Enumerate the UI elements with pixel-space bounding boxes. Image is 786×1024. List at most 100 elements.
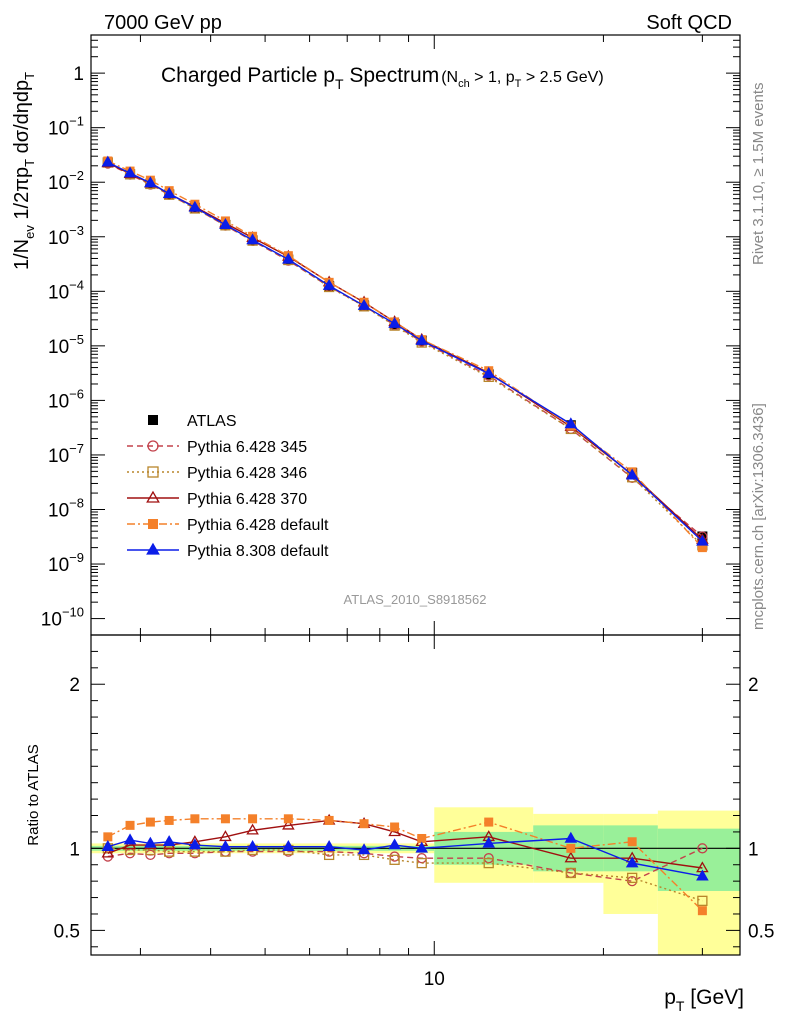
- y-tick-label: 10−4: [48, 277, 84, 303]
- main-axis-ticks: 1 10−1 10−2 10−3 10−4 10−5 10−6 10−7 10−8 10−9 10−…: [41, 35, 740, 635]
- data-point: [697, 906, 707, 916]
- data-point: [416, 857, 427, 869]
- data-point: [566, 843, 576, 853]
- y-tick-label-right: 1: [748, 839, 759, 860]
- legend-entry: Pythia 6.428 370: [127, 490, 307, 508]
- legend-marker: [147, 440, 159, 452]
- legend-label: Pythia 6.428 370: [187, 491, 307, 508]
- y-tick-label: 0.5: [54, 921, 80, 942]
- analysis-id: ATLAS_2010_S8918562: [344, 592, 487, 607]
- data-point: [697, 543, 707, 553]
- data-point: [388, 316, 401, 328]
- data-point: [282, 839, 295, 851]
- data-point: [162, 187, 176, 198]
- data-point: [697, 895, 708, 906]
- data-point: [564, 831, 578, 843]
- series-line: [107, 847, 703, 902]
- data-point: [188, 200, 202, 212]
- data-point: [246, 823, 259, 835]
- legend-label: Pythia 6.428 345: [187, 439, 307, 456]
- legend-entry: ATLAS: [148, 413, 237, 430]
- data-point: [283, 814, 293, 824]
- data-point: [220, 814, 230, 824]
- main-series: [101, 155, 709, 553]
- series-pythia-6-428-370: [101, 156, 709, 544]
- data-point: [324, 815, 334, 825]
- x-axis-label: pT [GeV]: [664, 986, 744, 1014]
- legend-marker: [147, 466, 159, 478]
- legend-label: ATLAS: [187, 413, 237, 430]
- data-point: [188, 838, 202, 850]
- legend-label: Pythia 6.428 default: [187, 517, 329, 534]
- data-point: [144, 176, 157, 188]
- series-line: [107, 162, 703, 541]
- data-point: [219, 839, 232, 851]
- data-point: [484, 817, 494, 827]
- data-point: [565, 867, 576, 879]
- legend: ATLAS Pythia 6.428 345 Pythia 6.428 346 Pyt…: [127, 413, 329, 560]
- ratio-series-pythia-8-308-default: [101, 831, 709, 881]
- data-point: [482, 366, 496, 378]
- data-point: [322, 278, 336, 290]
- x-tick-label: 10: [424, 969, 445, 990]
- series-line: [107, 161, 703, 546]
- series-line: [107, 818, 703, 912]
- chart-title: Charged Particle pT Spectrum (Nch > 1, pT…: [161, 64, 604, 92]
- data-point: [282, 252, 295, 264]
- data-point: [144, 836, 157, 848]
- ratio-panel: 10 0.5 0.5 1 1 2 2 Ratio to ATLAS pT [GeV]: [25, 634, 774, 1014]
- y-tick-label: 1: [69, 839, 80, 860]
- data-point: [101, 846, 115, 858]
- data-point: [248, 814, 258, 824]
- data-point: [103, 832, 113, 842]
- rivet-label: Rivet 3.1.10, ≥ 1.5M events: [750, 83, 767, 266]
- legend-entry: Pythia 8.308 default: [127, 542, 329, 560]
- y-axis-label: 1/Nev 1/2πpT dσ/dηdpT: [11, 72, 37, 270]
- data-point: [125, 820, 135, 830]
- y-tick-label: 1: [73, 64, 84, 85]
- data-point: [390, 822, 400, 832]
- ratio-axis-ticks: 10 0.5 0.5 1 1 2 2: [54, 635, 774, 990]
- data-point: [625, 856, 639, 868]
- data-point: [417, 833, 427, 843]
- data-point: [696, 869, 709, 881]
- data-point: [101, 839, 115, 851]
- series-line: [107, 837, 703, 877]
- data-point: [164, 846, 175, 857]
- data-point: [388, 838, 401, 850]
- legend-label: Pythia 6.428 346: [187, 465, 307, 482]
- legend-entry: Pythia 6.428 default: [127, 517, 329, 534]
- y-tick-label-right: 2: [748, 675, 759, 696]
- series-line: [107, 819, 703, 869]
- data-point: [162, 835, 176, 847]
- data-point: [246, 839, 259, 851]
- data-point: [123, 166, 137, 178]
- data-point: [564, 851, 578, 863]
- legend-entry: Pythia 6.428 346: [127, 465, 307, 482]
- y-tick-label: 10−7: [48, 441, 84, 467]
- data-point: [357, 298, 371, 310]
- series-atlas: [102, 157, 708, 542]
- ratio-series: [101, 813, 709, 916]
- data-point: [696, 534, 709, 546]
- data-point: [219, 218, 232, 230]
- data-point: [145, 817, 155, 827]
- data-point: [627, 872, 638, 884]
- y-tick-label: 10−8: [48, 495, 84, 521]
- ratio-series-pythia-6-428-default: [103, 814, 707, 916]
- data-point: [627, 837, 637, 847]
- mcplots-label: mcplots.cern.ch [arXiv:1306.3436]: [750, 403, 767, 630]
- series-pythia-6-428-345: [102, 158, 708, 542]
- data-point: [697, 843, 708, 854]
- data-point: [282, 818, 295, 830]
- y-tick-label: 10−6: [48, 386, 84, 412]
- data-point: [415, 841, 429, 853]
- legend-label: Pythia 8.308 default: [187, 543, 329, 560]
- legend-entry: Pythia 6.428 345: [127, 439, 307, 456]
- data-point: [359, 819, 369, 829]
- data-point: [625, 468, 639, 480]
- series-line: [107, 847, 703, 882]
- ratio-y-label: Ratio to ATLAS: [25, 744, 42, 845]
- data-point: [123, 833, 137, 845]
